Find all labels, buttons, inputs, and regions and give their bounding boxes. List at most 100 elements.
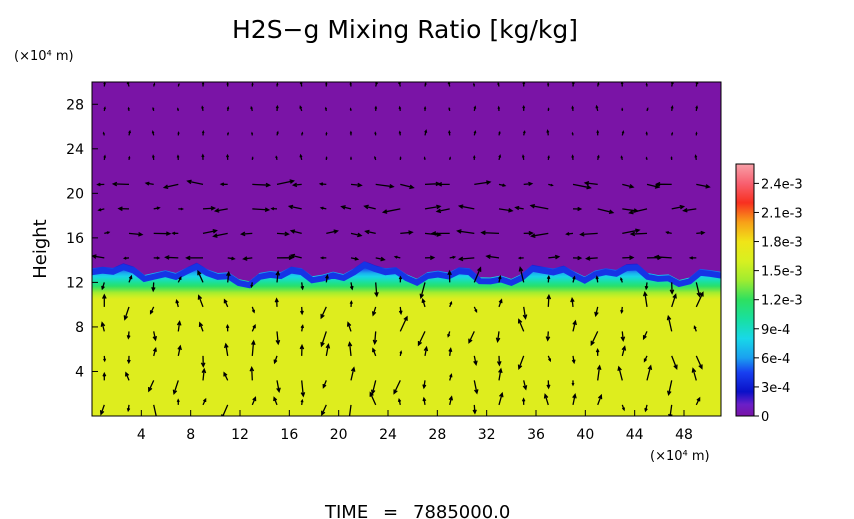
velocity-arrow xyxy=(498,208,514,213)
velocity-arrow xyxy=(474,180,492,186)
velocity-arrow xyxy=(349,282,354,291)
velocity-arrow xyxy=(227,256,236,261)
velocity-arrow xyxy=(695,291,704,308)
velocity-arrow xyxy=(595,104,599,112)
velocity-arrow xyxy=(571,380,575,387)
velocity-arrow xyxy=(375,256,386,262)
velocity-arrow xyxy=(621,404,625,412)
velocity-arrow xyxy=(671,204,686,210)
x-tick-label: 16 xyxy=(280,427,298,443)
velocity-arrow xyxy=(177,275,182,283)
velocity-arrow xyxy=(485,254,500,260)
velocity-arrow xyxy=(666,380,673,397)
velocity-arrow xyxy=(424,82,427,87)
velocity-arrow xyxy=(325,343,331,357)
velocity-arrow xyxy=(620,155,623,161)
velocity-arrow xyxy=(642,331,648,341)
velocity-arrow xyxy=(597,82,600,87)
velocity-arrow xyxy=(435,208,450,214)
velocity-arrow xyxy=(473,266,482,283)
velocity-arrow xyxy=(473,355,478,366)
velocity-arrow xyxy=(251,339,256,356)
velocity-arrow xyxy=(449,255,457,259)
upper-layer-region xyxy=(92,82,721,282)
velocity-arrow xyxy=(126,404,131,413)
velocity-arrow xyxy=(430,231,450,236)
velocity-arrow xyxy=(102,371,107,381)
velocity-arrow xyxy=(102,293,107,307)
velocity-arrow xyxy=(213,208,228,213)
velocity-arrow xyxy=(645,131,648,136)
velocity-arrow xyxy=(547,154,550,160)
velocity-arrow xyxy=(590,331,599,347)
velocity-arrow xyxy=(572,206,583,212)
velocity-arrow xyxy=(457,204,475,210)
velocity-arrow xyxy=(670,156,673,160)
velocity-arrow xyxy=(375,183,395,189)
velocity-arrow xyxy=(177,82,180,87)
velocity-arrow xyxy=(570,297,575,307)
velocity-arrow xyxy=(178,207,185,211)
x-tick-label: 28 xyxy=(428,427,446,443)
velocity-arrow xyxy=(399,315,408,332)
velocity-arrow xyxy=(148,380,155,393)
velocity-arrow xyxy=(496,355,502,367)
velocity-arrow xyxy=(226,105,230,111)
velocity-arrow xyxy=(547,82,550,87)
velocity-arrow xyxy=(653,254,672,260)
velocity-arrow xyxy=(572,319,577,332)
velocity-arrow xyxy=(522,130,526,136)
velocity-arrow xyxy=(548,254,561,260)
x-tick-label: 40 xyxy=(576,427,594,443)
velocity-arrow xyxy=(417,331,426,347)
y-tick-label: 4 xyxy=(75,364,84,380)
velocity-arrow xyxy=(350,366,356,381)
velocity-arrow xyxy=(144,181,154,186)
colorbar xyxy=(735,163,755,417)
x-tick-label: 36 xyxy=(527,427,545,443)
x-tick-label: 20 xyxy=(330,427,348,443)
velocity-arrow xyxy=(546,293,552,307)
velocity-arrow xyxy=(99,404,105,416)
colorbar-tick-label: 3e-4 xyxy=(761,381,790,396)
velocity-arrow xyxy=(695,355,703,370)
velocity-arrow xyxy=(498,183,507,187)
velocity-arrow xyxy=(596,154,600,161)
velocity-arrow xyxy=(126,355,131,365)
velocity-arrow xyxy=(128,231,144,237)
velocity-arrow xyxy=(152,331,158,342)
velocity-arrow xyxy=(172,380,179,395)
colorbar-tick-label: 1.2e-3 xyxy=(761,294,803,309)
velocity-arrow xyxy=(252,207,271,213)
velocity-arrow xyxy=(399,350,403,357)
velocity-arrow xyxy=(153,256,161,260)
velocity-arrow xyxy=(151,130,155,136)
velocity-arrow xyxy=(325,131,328,136)
velocity-arrow xyxy=(594,306,599,318)
velocity-arrow xyxy=(152,106,155,112)
velocity-arrow xyxy=(595,275,599,283)
velocity-arrow xyxy=(289,229,302,235)
velocity-arrow xyxy=(621,130,625,136)
velocity-arrow xyxy=(346,321,352,332)
velocity-arrow xyxy=(276,179,295,186)
velocity-arrow xyxy=(177,131,180,136)
velocity-arrow xyxy=(621,345,627,357)
y-tick-label: 28 xyxy=(66,97,84,113)
velocity-arrow xyxy=(398,130,402,136)
velocity-arrow xyxy=(646,183,661,189)
velocity-arrow xyxy=(423,345,429,357)
velocity-arrow xyxy=(219,182,228,187)
velocity-arrow xyxy=(149,306,155,315)
velocity-arrow xyxy=(318,182,327,186)
x-tick-label: 4 xyxy=(137,427,146,443)
velocity-arrow xyxy=(201,130,205,136)
velocity-arrow xyxy=(274,297,279,307)
velocity-arrow xyxy=(695,105,699,111)
velocity-arrow xyxy=(628,208,648,215)
velocity-arrow xyxy=(322,380,327,389)
velocity-arrow xyxy=(473,130,477,136)
velocity-arrow xyxy=(629,231,648,237)
chart-title: H2S−g Mixing Ratio [kg/kg] xyxy=(232,15,578,44)
